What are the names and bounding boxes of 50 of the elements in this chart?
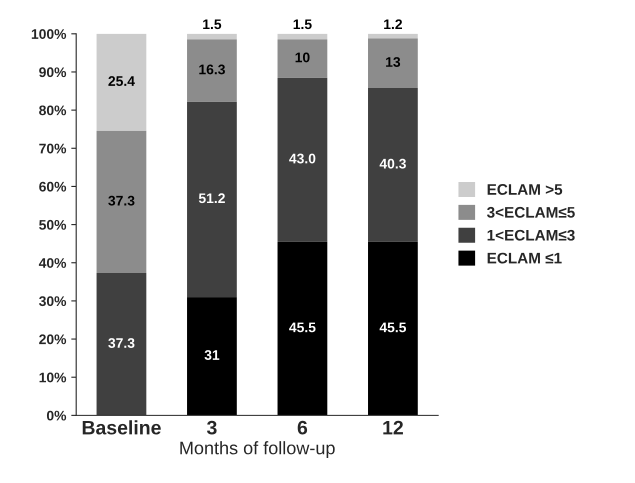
y-tick-label: 90% bbox=[39, 67, 66, 78]
data-label: 10 bbox=[296, 52, 310, 62]
bar bbox=[368, 34, 418, 38]
data-label: 45.5 bbox=[380, 322, 406, 332]
data-label: 51.2 bbox=[198, 193, 225, 204]
x-tick-label: 6 bbox=[298, 420, 308, 435]
bar bbox=[187, 102, 237, 298]
y-tick-label: 20% bbox=[39, 334, 66, 344]
y-tick-label: 0% bbox=[46, 410, 66, 421]
bar bbox=[368, 38, 418, 88]
bar bbox=[96, 130, 146, 274]
bar bbox=[368, 242, 418, 416]
bar bbox=[278, 40, 328, 78]
legend-label: ECLAM ≤1 bbox=[488, 252, 562, 264]
data-label: 13 bbox=[386, 57, 400, 67]
y-tick-label: 50% bbox=[39, 220, 66, 230]
bar bbox=[278, 78, 328, 242]
data-label: 37.3 bbox=[108, 338, 134, 348]
data-label: 1.2 bbox=[384, 19, 402, 30]
bar bbox=[96, 34, 146, 131]
bar bbox=[278, 34, 328, 40]
bar bbox=[187, 40, 237, 102]
y-tick-label: 80% bbox=[39, 105, 66, 116]
data-label: 25.4 bbox=[108, 76, 135, 86]
y-tick-label: 30% bbox=[39, 296, 66, 306]
y-tick-label: 70% bbox=[39, 144, 66, 154]
y-tick-label: 10% bbox=[40, 372, 66, 382]
data-label: 1.5 bbox=[203, 19, 222, 30]
data-label: 40.3 bbox=[380, 158, 406, 169]
data-label: 43.0 bbox=[289, 154, 316, 164]
bar bbox=[187, 34, 237, 40]
bar bbox=[368, 88, 418, 242]
data-label: 16.3 bbox=[199, 64, 225, 74]
data-label: 31 bbox=[204, 350, 220, 360]
bar bbox=[278, 242, 328, 416]
y-tick-label: 40% bbox=[38, 258, 66, 268]
x-tick-label: 3 bbox=[206, 420, 217, 435]
legend-label: 1<ECLAM≤3 bbox=[488, 230, 575, 241]
x-axis-title: Months of follow-up bbox=[180, 441, 335, 458]
data-label: 37.3 bbox=[108, 196, 134, 206]
x-tick-label: 12 bbox=[383, 420, 403, 434]
bar bbox=[187, 297, 237, 416]
y-tick-label: 100% bbox=[32, 29, 66, 39]
data-label: 1.5 bbox=[294, 19, 312, 30]
data-label: 45.5 bbox=[289, 322, 316, 332]
bar bbox=[96, 273, 146, 416]
y-tick-label: 60% bbox=[39, 182, 66, 192]
x-tick-label: Baseline bbox=[82, 420, 161, 435]
legend-label: 3<ECLAM≤5 bbox=[486, 206, 575, 218]
legend-label: ECLAM >5 bbox=[488, 184, 562, 195]
